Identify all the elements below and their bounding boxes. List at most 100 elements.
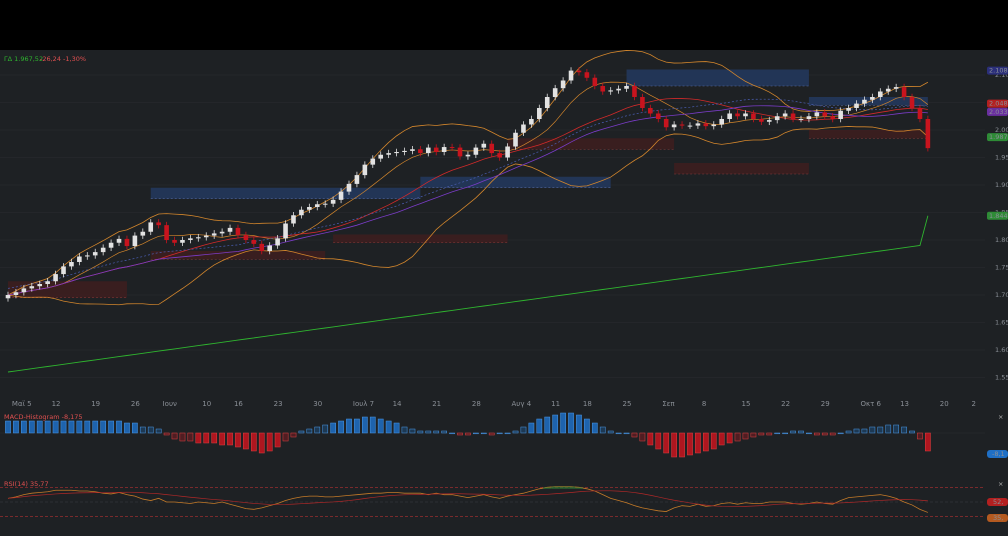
macd-bar [607,430,614,434]
candle-up [85,255,90,257]
supply-zone [626,69,809,86]
y-tick-label: 2.10 [995,71,1008,79]
macd-bar [591,422,598,434]
candle-down [576,70,582,73]
macd-bar [726,432,733,444]
x-tick-label: 16 [234,400,243,408]
macd-bar [766,432,773,436]
x-tick-label: 28 [472,400,481,408]
demand-zone [333,234,508,243]
y-tick-label: 1.75 [995,264,1008,272]
candle-down [251,240,257,244]
y-axis-ticks: 2.102.052.001.951.901.851.801.751.701.65… [995,71,1008,382]
macd-bar [147,426,154,434]
candle-up [148,222,154,232]
candle-up [219,231,225,234]
x-tick-label: Οκτ 6 [860,400,881,408]
candle-up [513,132,518,147]
candle-down [830,116,836,119]
macd-bar [354,418,360,434]
rsi-close-icon[interactable]: × [998,480,1003,488]
macd-bar [853,428,860,434]
macd-bar [718,432,725,446]
macd-bar [679,432,685,458]
candle-up [275,238,280,246]
macd-bar [568,412,574,434]
macd-bar [266,432,273,452]
macd-bar [821,432,828,436]
candle-up [322,203,328,205]
candle-up [180,240,185,243]
supply-zone [420,176,611,188]
indicator-lines [7,50,929,373]
macd-bar [655,432,662,450]
candle-down [648,108,653,114]
rsi-overbought-fill [567,486,576,489]
candle-up [766,120,772,122]
x-tick-label: 29 [821,400,830,408]
macd-close-icon[interactable]: × [998,413,1003,421]
candle-up [552,88,558,97]
candle-up [346,183,352,192]
macd-bar [425,430,432,434]
x-tick-label: 18 [583,400,592,408]
macd-label: MACD-Histogram -8,175 [4,413,83,421]
x-tick-label: Σεπ [662,400,675,408]
rsi-ma-line [7,490,928,507]
macd-bar [869,426,876,434]
macd-bar [449,432,455,435]
candle-up [283,223,288,239]
macd-bar [584,418,590,434]
candle-down [489,143,495,154]
candle-up [719,119,724,125]
candle-up [402,150,407,152]
macd-bar [362,416,368,434]
macd-bar [227,432,233,446]
macd-bar [496,432,503,435]
macd-bar [417,430,424,434]
candle-down [172,240,177,243]
candle-up [386,153,391,155]
macd-bar [734,432,741,442]
price-badge-text: 2.048,1 [989,100,1008,108]
macd-bar [663,432,670,454]
macd-bar [243,432,249,450]
candle-up [441,147,447,152]
macd-bar [100,420,107,434]
macd-bar [742,432,749,440]
macd-bar [917,432,923,440]
macd-bar [393,422,400,434]
macd-bar [687,432,693,456]
dotted-trend-line [7,98,928,289]
candle-up [100,247,106,253]
candle-up [711,124,717,127]
x-tick-label: 15 [741,400,750,408]
macd-bar [576,414,582,434]
macd-bar [163,432,170,436]
candle-up [378,154,384,159]
x-tick-label: 11 [551,400,560,408]
macd-bar [44,420,51,434]
macd-bar [504,432,511,435]
macd-bar [710,432,717,450]
macd-bar [187,432,194,442]
macd-bar [845,430,852,434]
macd-bar [274,432,281,448]
candles-layer [5,67,931,302]
x-tick-label: Ιουν [163,400,177,408]
x-tick-label: 21 [432,400,441,408]
price-badge [987,66,1008,75]
x-tick-label: 22 [781,400,790,408]
candle-up [61,266,66,275]
candle-up [370,158,376,165]
y-tick-label: 1.95 [995,154,1008,162]
macd-badge [987,450,1008,458]
macd-bar [473,432,479,435]
macd-bar [861,428,868,434]
candle-up [140,231,146,236]
candle-down [457,147,463,157]
rsi-line [7,486,929,513]
candle-up [798,119,804,120]
candle-up [862,99,867,104]
candle-up [608,90,613,92]
